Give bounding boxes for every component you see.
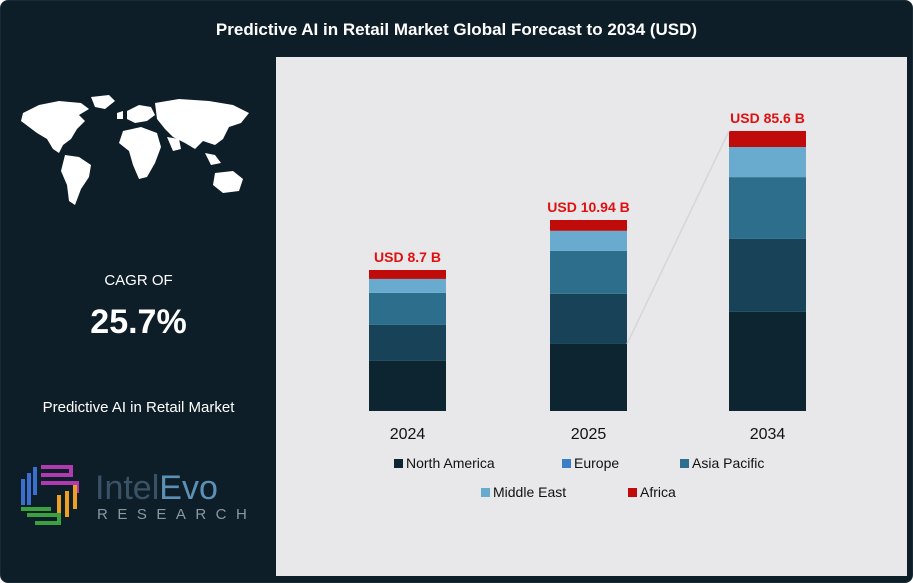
legend-swatch-north-america	[394, 459, 403, 468]
cagr-label: CAGR OF	[104, 272, 173, 289]
bar-segment-africa-2024	[369, 270, 446, 279]
bar-segment-middle-east-2024	[369, 278, 446, 293]
legend-label-europe: Europe	[574, 455, 619, 471]
bar-segment-north-america-2025	[550, 343, 627, 411]
bar-segment-middle-east-2025	[550, 230, 627, 251]
intelevo-logo: IntelEvo RESEARCH	[21, 465, 256, 525]
bar-segment-middle-east-2034	[729, 147, 806, 178]
legend-label-africa: Africa	[640, 484, 676, 500]
legend-label-middle-east: Middle East	[493, 484, 566, 500]
total-label-2034: USD 85.6 B	[730, 110, 805, 126]
bar-segment-asia-pacific-2034	[729, 177, 806, 239]
legend-swatch-africa	[628, 488, 637, 497]
market-name: Predictive AI in Retail Market	[42, 399, 235, 416]
total-label-2025: USD 10.94 B	[547, 199, 629, 215]
legend-swatch-middle-east	[481, 488, 490, 497]
category-label-2024: 2024	[390, 426, 426, 443]
bar-segment-europe-2024	[369, 324, 446, 361]
legend-swatch-asia-pacific	[680, 459, 689, 468]
legend-label-north-america: North America	[406, 455, 495, 471]
stacked-bar-chart: USD 8.7 B 2024 USD 10.94 B 2025 USD 85.6 B 20…	[369, 110, 806, 500]
svg-text:IntelEvo: IntelEvo	[95, 469, 218, 507]
chart-title: Predictive AI in Retail Market Global Fo…	[215, 20, 698, 39]
category-label-2025: 2025	[571, 426, 607, 443]
bar-segment-europe-2034	[729, 238, 806, 312]
bar-segment-north-america-2024	[369, 360, 446, 411]
cagr-value: 25.7%	[90, 303, 187, 341]
trend-line	[626, 130, 730, 345]
chart-area: USD 8.7 B 2024 USD 10.94 B 2025 USD 85.6 B 20…	[276, 57, 907, 576]
category-label-2034: 2034	[750, 426, 786, 443]
svg-text:RESEARCH: RESEARCH	[97, 506, 256, 523]
bar-segment-asia-pacific-2025	[550, 250, 627, 294]
bar-segment-africa-2025	[550, 220, 627, 231]
total-label-2024: USD 8.7 B	[374, 249, 441, 265]
bar-segment-europe-2025	[550, 293, 627, 344]
legend-swatch-europe	[562, 459, 571, 468]
bar-segment-asia-pacific-2024	[369, 292, 446, 325]
bar-segment-africa-2034	[729, 131, 806, 148]
bar-segment-north-america-2034	[729, 311, 806, 411]
world-map-icon	[21, 95, 249, 205]
legend-label-asia-pacific: Asia Pacific	[692, 455, 764, 471]
